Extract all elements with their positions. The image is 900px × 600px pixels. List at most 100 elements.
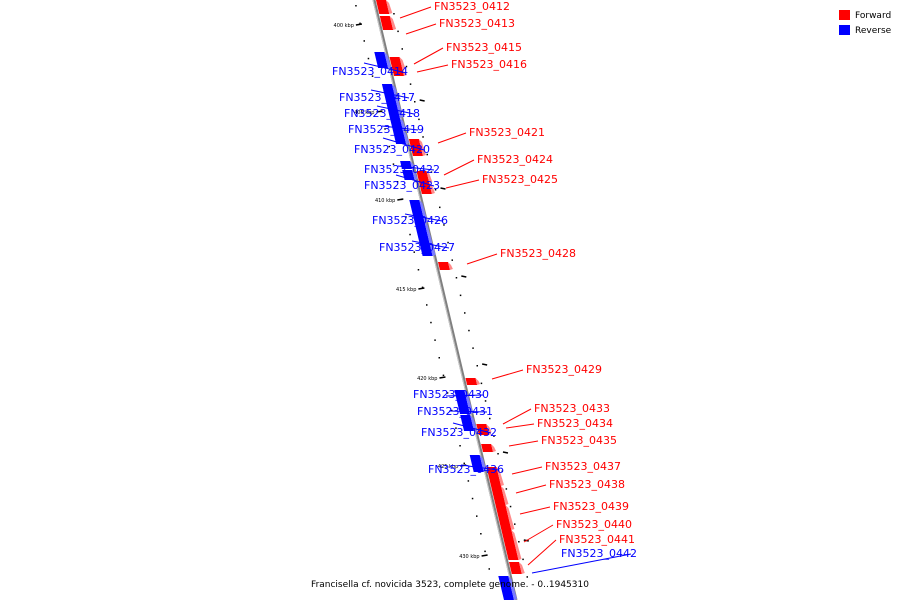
gene-fn3523_0435: [481, 444, 496, 452]
gene-block-shade: [475, 378, 481, 385]
gene-label: FN3523_0426: [372, 214, 448, 227]
gene-block-shade: [470, 415, 477, 430]
scale-dot: [476, 515, 478, 517]
scale-dot: [526, 576, 528, 578]
gene-features: [374, 0, 525, 600]
legend-forward-swatch: [839, 10, 850, 20]
scale-dot: [401, 48, 403, 50]
scale-dot: [367, 57, 370, 60]
scale-dot: [413, 251, 415, 253]
gene-leader-line: [531, 553, 632, 574]
gene-fn3523_0442: [498, 576, 517, 600]
gene-block: [465, 378, 478, 385]
gene-fn3523_0428: [438, 262, 453, 270]
scale-dot: [480, 382, 483, 385]
gene-leader-line: [443, 159, 475, 176]
gene-block-shade: [505, 505, 515, 530]
gene-fn3523_0429: [465, 378, 481, 385]
gene-label: FN3523_0422: [364, 163, 440, 176]
gene-leader-line: [523, 524, 554, 543]
gene-leader-line: [527, 539, 557, 566]
gene-label: FN3523_0436: [428, 463, 504, 476]
gene-leader-line: [376, 105, 415, 115]
scale-dot: [430, 171, 433, 173]
legend-forward-label: Forward: [855, 11, 891, 21]
scale-dot: [489, 417, 491, 420]
scale-dot: [442, 374, 445, 377]
gene-fn3523_0438: [491, 486, 509, 505]
tick-marks: 400 kbp 405 kbp 410 kbp 415 kbp 420 kbp 425 k…: [334, 23, 488, 560]
scale-dot: [464, 312, 466, 314]
gene-label: FN3523_0433: [534, 402, 610, 415]
tick-label: 415 kbp: [396, 287, 416, 293]
scale-dot: [459, 445, 461, 447]
scale-dot: [409, 83, 412, 85]
gene-block: [498, 576, 514, 600]
gene-fn3523_0432: [463, 430, 477, 433]
gene-leader-line: [413, 47, 444, 65]
gene-block: [491, 486, 506, 505]
gene-block: [392, 130, 407, 144]
scale-dot: [409, 233, 411, 236]
scale-dot: [455, 277, 458, 279]
gene-block-shade: [464, 390, 473, 414]
gene-block: [476, 424, 489, 433]
gene-block-shade: [519, 562, 525, 574]
gene-leader-line: [502, 408, 532, 425]
gene-leader-line: [395, 174, 435, 187]
gene-labels: FN3523_0412 FN3523_0413 FN3523_0415 FN3523_…: [332, 0, 637, 574]
gene-block: [509, 562, 522, 574]
scale-dot: [468, 329, 470, 332]
gene-label: FN3523_0431: [417, 405, 493, 418]
gene-label: FN3523_0441: [559, 533, 635, 546]
tick-label: 400 kbp: [334, 23, 354, 29]
tick-mark: [376, 110, 383, 113]
gene-block: [481, 444, 493, 452]
scale-dot: [514, 523, 516, 525]
gene-leader-line: [405, 23, 437, 35]
gene-fn3523_0424: [416, 171, 433, 183]
gene-leader-line: [460, 464, 499, 471]
gene-leader-line: [445, 394, 484, 397]
gene-label: FN3523_0414: [332, 65, 408, 78]
scale-dash: [502, 451, 509, 454]
tick-mark: [439, 376, 446, 379]
gene-leader-line: [508, 440, 539, 447]
scale-dot: [455, 427, 457, 429]
gene-block: [389, 57, 403, 70]
gene-label: FN3523_0424: [477, 153, 553, 166]
gene-leader-line: [363, 62, 403, 73]
gene-label: FN3523_0435: [541, 434, 617, 447]
gene-leader-line: [399, 6, 432, 19]
gene-block-shade: [389, 16, 397, 30]
gene-block: [414, 222, 433, 256]
scale-dot: [472, 347, 474, 349]
scale-dot: [414, 101, 416, 103]
gene-block: [374, 52, 389, 68]
gene-fn3523_0439: [495, 505, 515, 530]
scale-dot: [371, 75, 374, 77]
legend-reverse-label: Reverse: [855, 26, 892, 36]
gene-label: FN3523_0429: [526, 363, 602, 376]
tick-mark: [481, 554, 488, 557]
gene-block-shade: [491, 444, 496, 452]
gene-label: FN3523_0416: [451, 58, 527, 71]
scale-dot: [451, 409, 453, 412]
gene-block-shade: [412, 170, 418, 180]
scale-dot: [451, 259, 453, 261]
scale-dot: [463, 462, 465, 465]
gene-label: FN3523_0413: [439, 17, 515, 30]
gene-leader-line: [397, 165, 435, 171]
gene-block-shade: [426, 171, 433, 183]
scale-dot: [467, 480, 470, 482]
scale-dot: [471, 497, 474, 500]
scale-dot: [501, 470, 503, 473]
gene-block-shade: [399, 118, 406, 130]
gene-label: FN3523_0418: [344, 107, 420, 120]
scale-dot: [443, 224, 445, 226]
gene-block: [416, 171, 430, 183]
gene-label: FN3523_0437: [545, 460, 621, 473]
legend: Forward Reverse: [839, 10, 892, 36]
scale-dot: [446, 392, 449, 394]
scale-dot: [430, 321, 432, 324]
